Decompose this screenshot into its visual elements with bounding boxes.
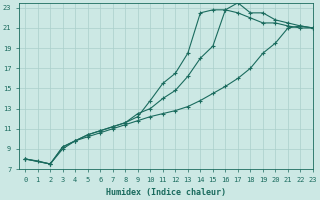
X-axis label: Humidex (Indice chaleur): Humidex (Indice chaleur) <box>106 188 226 197</box>
